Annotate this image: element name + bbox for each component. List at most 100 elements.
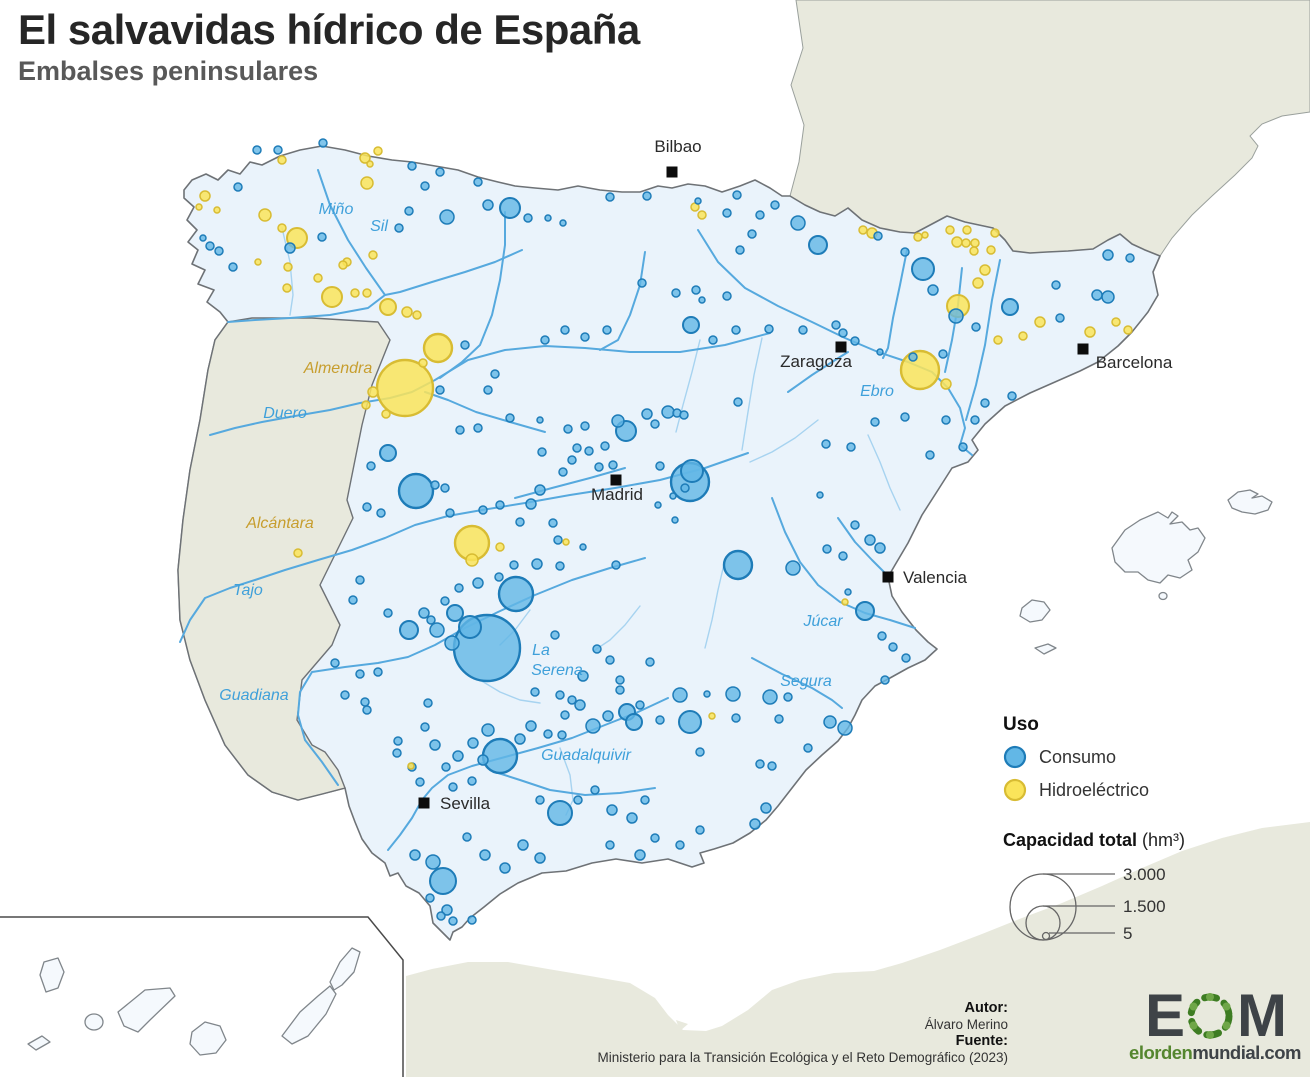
reservoir-dot	[733, 397, 743, 407]
reservoir-dot	[465, 553, 479, 567]
legend-item-label: Hidroeléctrico	[1039, 779, 1150, 800]
reservoir-dot	[455, 425, 465, 435]
reservoir-dot	[440, 596, 450, 606]
fuerteventura-island	[281, 985, 337, 1045]
water-label: Miño	[319, 201, 354, 218]
reservoir-dot	[373, 146, 383, 156]
reservoir-dot	[439, 209, 455, 225]
city-marker	[666, 166, 678, 178]
reservoir-dot	[367, 386, 379, 398]
reservoir-dot	[611, 414, 625, 428]
reservoir-dot	[490, 369, 500, 379]
reservoir-dot	[495, 542, 505, 552]
formentera-island	[1034, 643, 1057, 655]
reservoir-dot	[870, 417, 880, 427]
city-marker	[835, 341, 847, 353]
reservoir-dot	[986, 245, 996, 255]
reservoir-dot	[682, 316, 700, 334]
reservoir-dot	[654, 501, 662, 509]
reservoir-dot	[435, 385, 445, 395]
reservoir-dot	[362, 288, 372, 298]
reservoir-dot	[567, 455, 577, 465]
reservoir-dot	[948, 308, 964, 324]
reservoir-dot	[972, 277, 984, 289]
legend: Uso Consumo Hidroeléctrico Capacidad tot…	[1003, 714, 1303, 952]
reservoir-dot	[360, 176, 374, 190]
reservoir-dot	[945, 225, 955, 235]
city-marker	[418, 797, 430, 809]
water-label: Duero	[263, 405, 307, 422]
reservoir-dot	[641, 408, 653, 420]
reservoir-dot	[418, 607, 430, 619]
reservoir-dot	[499, 197, 521, 219]
reservoir-dot	[381, 409, 391, 419]
africa-islet	[676, 1020, 688, 1031]
reservoir-dot	[735, 245, 745, 255]
reservoir-dot	[594, 462, 604, 472]
city-marker	[610, 474, 622, 486]
reservoir-dot	[661, 405, 675, 419]
reservoir-dot	[1007, 391, 1017, 401]
reservoir-dot	[901, 653, 911, 663]
reservoir-dot	[770, 200, 780, 210]
eom-logo: E M elordenmundial.com	[1124, 986, 1306, 1064]
reservoir-dot	[762, 689, 778, 705]
reservoir-dot	[695, 747, 705, 757]
menorca-island	[1227, 489, 1273, 515]
reservoir-dot	[803, 743, 813, 753]
reservoir-dot	[375, 358, 435, 418]
reservoir-dot	[330, 658, 340, 668]
reservoir-dot	[722, 291, 732, 301]
reservoir-dot	[572, 443, 582, 453]
river-esla	[439, 211, 506, 379]
reservoir-dot	[293, 548, 303, 558]
reservoir-dot	[361, 400, 371, 410]
reservoir-dot	[534, 852, 546, 864]
reservoir-dot	[555, 561, 565, 571]
reservoir-dot	[838, 551, 848, 561]
legend-uso-title: Uso	[1003, 714, 1039, 735]
reservoir-dot	[473, 423, 483, 433]
reservoir-dot	[844, 588, 852, 596]
reservoir-dot	[774, 714, 784, 724]
water-label: Guadalquivir	[541, 747, 632, 764]
reservoir-dot	[460, 340, 470, 350]
river-turia	[837, 517, 887, 575]
reservoir-dot	[404, 206, 414, 216]
city-label: Bilbao	[654, 137, 701, 156]
reservoir-dot	[366, 160, 374, 168]
page-title: El salvavidas hídrico de España	[18, 6, 640, 53]
reservoir-dot	[755, 210, 765, 220]
reservoir-dot	[477, 754, 489, 766]
size-value-large: 3.000	[1123, 865, 1166, 884]
reservoir-dot	[233, 182, 243, 192]
city-marker	[882, 571, 894, 583]
reservoir-dot	[514, 733, 526, 745]
hidroelectrico-circle	[1003, 778, 1027, 802]
reservoir-dot	[435, 167, 445, 177]
reservoir-dot	[979, 264, 991, 276]
reservoir-dot	[691, 285, 701, 295]
reservoir-dot	[574, 699, 586, 711]
reservoir-dot	[877, 631, 887, 641]
city-label: Madrid	[591, 485, 643, 504]
river-segre	[965, 259, 1001, 421]
header: El salvavidas hídrico de España Embalses…	[18, 6, 640, 87]
reservoir-dot	[537, 447, 547, 457]
reservoir-dot	[394, 223, 404, 233]
reservoir-dot	[732, 190, 742, 200]
reservoir-dot	[448, 782, 458, 792]
reservoir-dot	[1034, 316, 1046, 328]
legend-size-title: Capacidad total (hm³)	[1003, 830, 1303, 851]
eom-letters: E M	[1124, 986, 1306, 1046]
reservoir-dot	[764, 324, 774, 334]
reservoir-dot	[412, 310, 422, 320]
reservoir-dot	[392, 748, 402, 758]
reservoir-dot	[515, 517, 525, 527]
reservoir-dot	[908, 352, 918, 362]
reservoir-dot	[708, 335, 718, 345]
reservoir-dot	[590, 785, 600, 795]
reservoir-dot	[399, 620, 419, 640]
reservoir-dot	[499, 862, 511, 874]
